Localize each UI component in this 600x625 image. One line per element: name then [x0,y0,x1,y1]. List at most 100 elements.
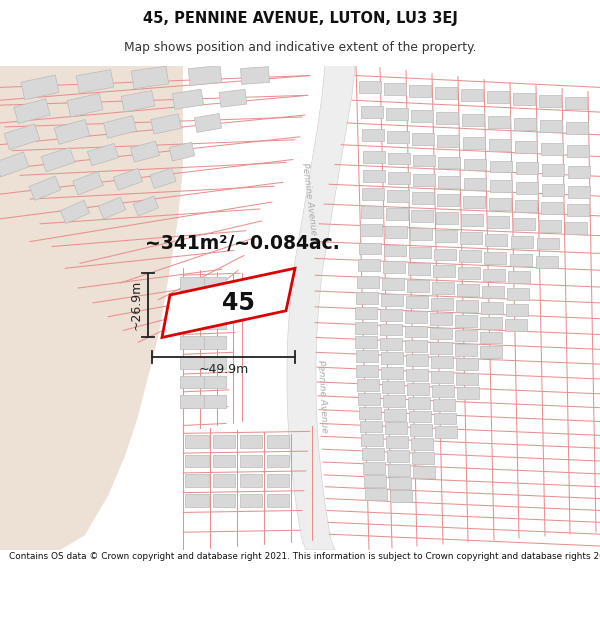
Bar [381,367,403,379]
Bar [484,253,506,264]
Bar [458,268,480,279]
Bar [406,354,428,366]
Bar [505,319,527,331]
Text: ~26.9m: ~26.9m [130,280,143,331]
Bar [457,284,479,296]
Bar [433,399,455,411]
Bar [88,144,119,166]
Bar [539,220,561,232]
Bar [380,324,402,336]
Text: ~341m²/~0.084ac.: ~341m²/~0.084ac. [145,234,340,253]
Bar [362,188,384,200]
Bar [362,448,384,460]
Polygon shape [162,268,295,338]
Bar [386,208,408,220]
Bar [355,322,377,334]
Bar [487,216,509,227]
Bar [219,89,247,107]
Bar [483,269,505,281]
Bar [0,152,29,177]
Bar [185,494,209,507]
Bar [180,277,204,289]
Bar [490,180,512,192]
Bar [113,168,143,190]
Bar [204,296,226,309]
Bar [382,278,404,290]
Bar [384,83,406,95]
Bar [437,135,459,147]
Bar [355,336,377,348]
Bar [433,265,455,277]
Bar [541,202,563,214]
Bar [240,494,262,507]
Bar [386,436,408,448]
Bar [412,133,434,145]
Bar [489,198,511,210]
Bar [455,329,477,341]
Bar [430,342,452,354]
Bar [387,190,409,202]
Bar [380,309,402,321]
Bar [362,129,384,141]
Bar [384,244,406,256]
Bar [463,196,485,208]
Bar [434,249,456,261]
Bar [413,174,435,186]
Bar [490,161,512,172]
Bar [358,393,380,405]
Bar [385,422,407,434]
Bar [464,178,486,190]
Bar [455,344,477,356]
Bar [508,271,530,283]
Bar [267,474,289,488]
Bar [456,300,478,312]
Bar [408,397,430,409]
Bar [413,154,435,166]
Bar [410,228,432,239]
Bar [361,206,383,218]
Bar [437,194,459,206]
Bar [516,162,538,174]
Bar [436,112,458,124]
Bar [406,296,428,308]
Bar [438,176,460,188]
Bar [41,148,75,172]
Bar [172,89,203,109]
Bar [361,434,383,446]
Bar [4,124,40,149]
Bar [507,288,529,300]
Bar [388,173,410,184]
Bar [567,145,589,157]
Bar [29,176,61,200]
Bar [568,186,590,198]
Bar [386,108,408,120]
Bar [133,196,158,216]
Bar [542,184,564,196]
Bar [185,474,209,488]
Bar [21,75,59,99]
Bar [204,356,226,369]
Bar [240,435,262,447]
Bar [536,256,558,268]
Bar [180,356,204,369]
Bar [435,230,457,242]
Bar [405,326,427,338]
Bar [150,168,176,188]
Bar [240,474,262,488]
Bar [438,157,460,168]
Bar [267,454,289,468]
Bar [213,454,235,468]
Bar [363,151,385,162]
Bar [390,490,412,501]
Bar [515,200,537,212]
Bar [537,238,559,249]
Bar [73,171,103,195]
Text: Contains OS data © Crown copyright and database right 2021. This information is : Contains OS data © Crown copyright and d… [9,552,600,561]
Bar [409,411,431,422]
Bar [434,412,456,424]
Bar [565,222,587,234]
Bar [431,298,453,310]
Bar [455,315,477,327]
Text: Map shows position and indicative extent of the property.: Map shows position and indicative extent… [124,41,476,54]
Bar [382,381,404,393]
